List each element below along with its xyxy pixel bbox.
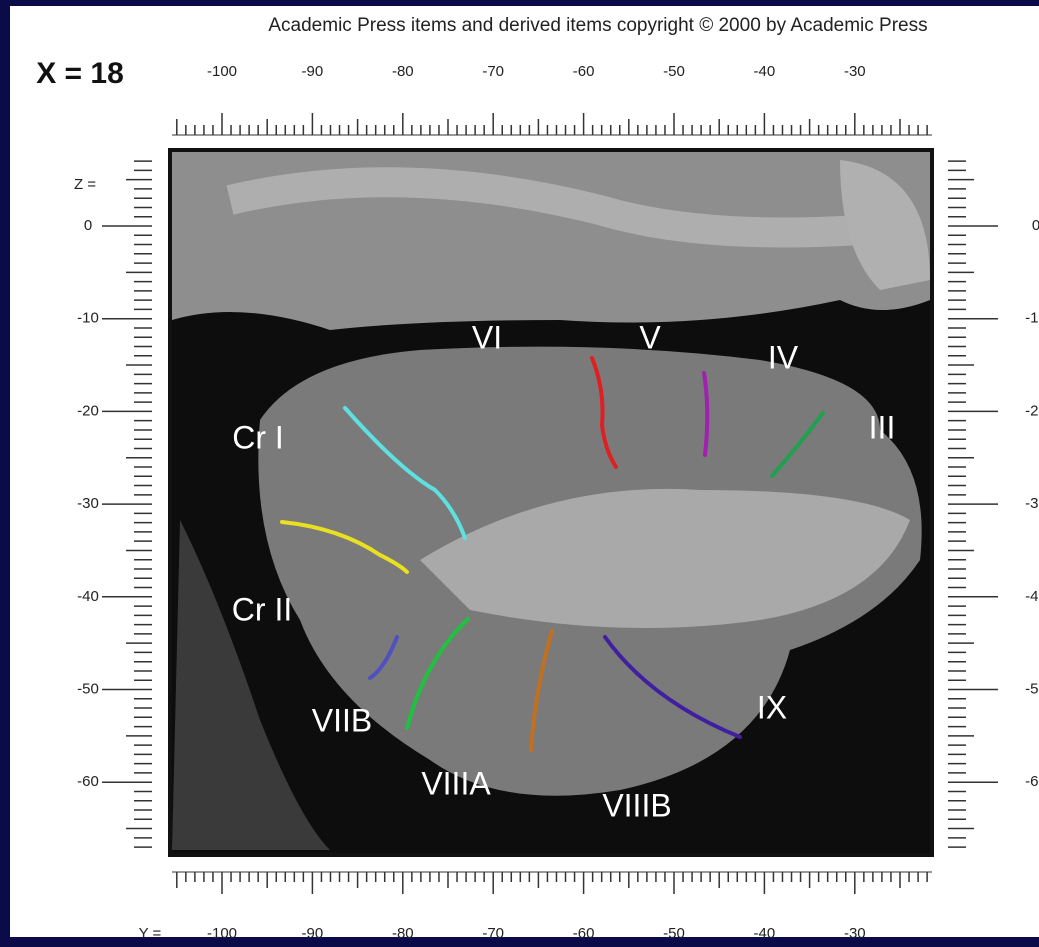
ruler-label: -50 xyxy=(663,63,685,80)
ruler-label: 0 xyxy=(1032,217,1039,234)
fissure-line xyxy=(405,617,470,730)
white-matter xyxy=(226,167,861,248)
ruler-label: -50 xyxy=(77,680,99,697)
ruler-label: -30 xyxy=(844,925,866,942)
ruler-label: -80 xyxy=(392,925,414,942)
region-label: VI xyxy=(472,319,502,355)
ruler-label: -70 xyxy=(482,925,504,942)
region-label: IV xyxy=(768,339,799,375)
ruler-label: -100 xyxy=(207,925,237,942)
fissure-line xyxy=(770,411,825,478)
region-label: III xyxy=(869,409,896,445)
region-label: IX xyxy=(757,689,787,725)
fissure-lines xyxy=(280,356,825,752)
ruler-prefix: Z = xyxy=(74,176,96,193)
ruler-label: -50 xyxy=(1025,680,1039,697)
ruler-label: -30 xyxy=(1025,495,1039,512)
shadow xyxy=(172,520,330,850)
fissure-line xyxy=(343,406,467,540)
ruler-label: -70 xyxy=(482,63,504,80)
ruler-label: -20 xyxy=(77,402,99,419)
cerebellar-white-matter xyxy=(420,488,910,628)
ruler-label: -10 xyxy=(77,310,99,327)
copyright: Academic Press items and derived items c… xyxy=(268,15,927,36)
ruler-label: -60 xyxy=(573,925,595,942)
fissure-line xyxy=(590,356,618,469)
region-label: VIIIB xyxy=(602,787,671,823)
ruler-label: -90 xyxy=(302,63,324,80)
mri-image xyxy=(168,148,934,857)
slice-label: X = 18 xyxy=(36,57,124,90)
ruler-label: -20 xyxy=(1025,402,1039,419)
fissure-line xyxy=(702,371,710,457)
region-label: Cr II xyxy=(232,591,292,627)
ruler-label: -40 xyxy=(77,588,99,605)
ruler-label: -60 xyxy=(77,773,99,790)
region-label: V xyxy=(639,319,661,355)
ruler-label: -50 xyxy=(663,925,685,942)
ruler-label: -90 xyxy=(302,925,324,942)
region-label: VIIIA xyxy=(421,765,491,801)
ruler-label: -60 xyxy=(573,63,595,80)
fissure-line xyxy=(280,520,409,574)
ruler-prefix: Y = xyxy=(139,925,162,942)
fissure-line xyxy=(368,635,399,680)
ruler-label: -40 xyxy=(754,63,776,80)
ruler-label: -10 xyxy=(1025,310,1039,327)
fissure-line xyxy=(603,635,742,739)
ruler-label: -80 xyxy=(392,63,414,80)
ruler-label: -100 xyxy=(207,63,237,80)
ruler-label: -40 xyxy=(1025,588,1039,605)
ruler-label: -30 xyxy=(844,63,866,80)
cortex xyxy=(840,160,930,290)
rulers: -100-100-90-90-80-80-70-70-60-60-50-50-4… xyxy=(74,63,1039,942)
region-label: Cr I xyxy=(232,419,284,455)
ruler-label: 0 xyxy=(84,217,92,234)
region-label: VIIB xyxy=(312,702,372,738)
ruler-label: -30 xyxy=(77,495,99,512)
ruler-label: -60 xyxy=(1025,773,1039,790)
fissure-line xyxy=(529,629,554,752)
ruler-label: -40 xyxy=(754,925,776,942)
region-labels: VI V IV III Cr I Cr II VIIB VIIIA VIIIB IX xyxy=(232,319,896,823)
